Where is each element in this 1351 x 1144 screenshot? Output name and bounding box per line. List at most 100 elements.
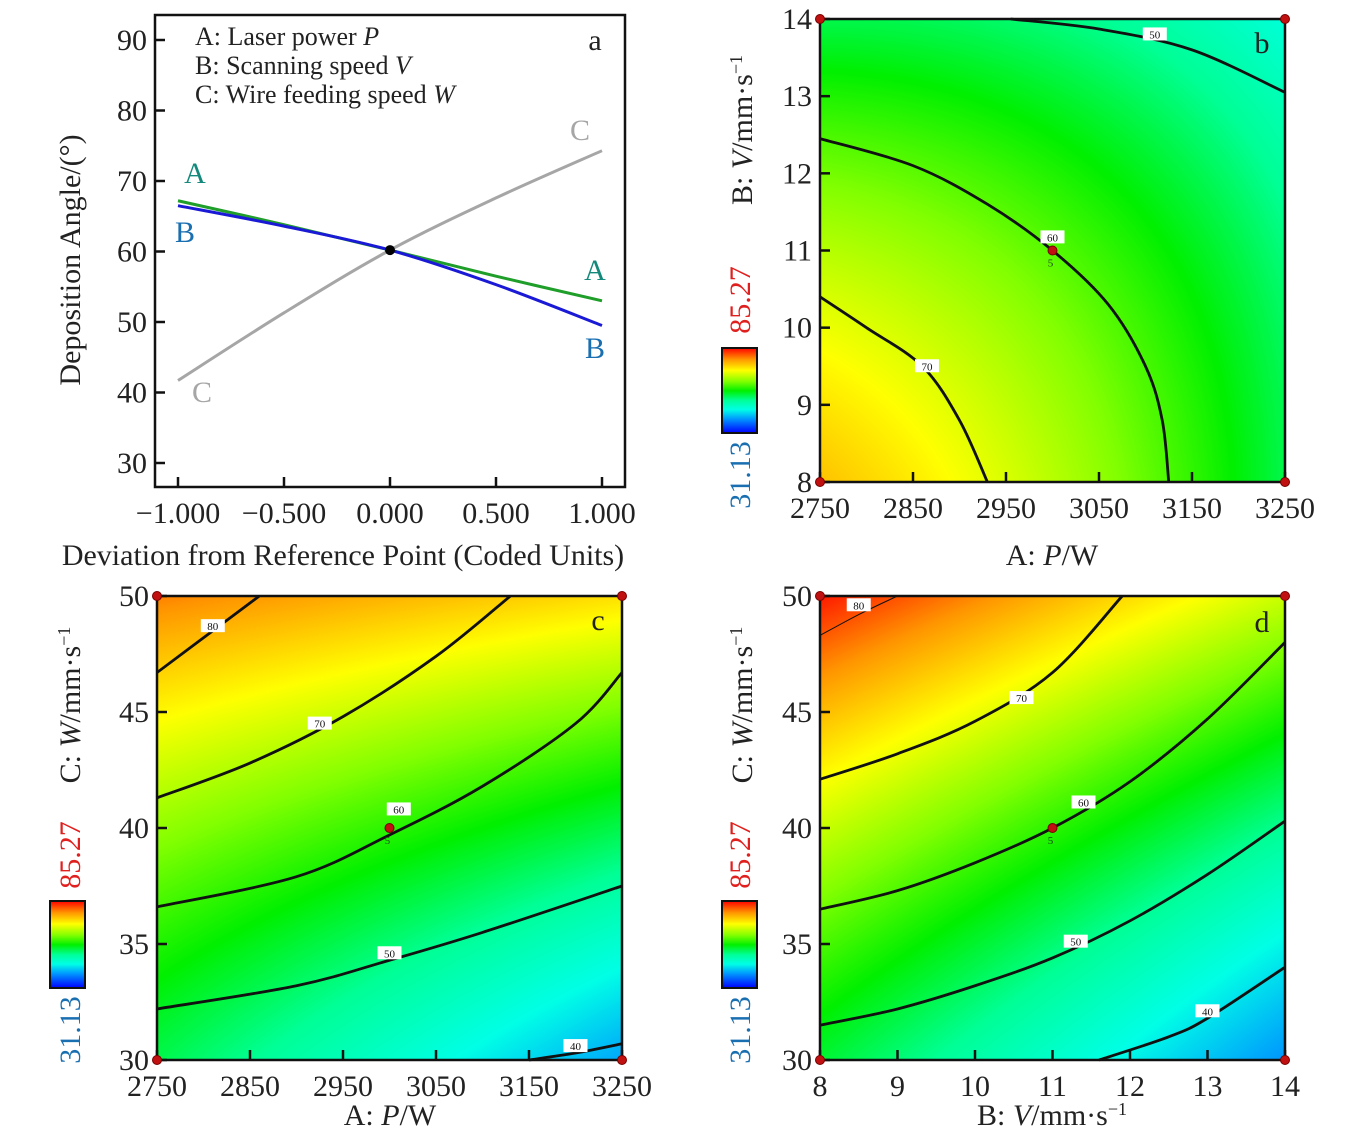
contour-label-50: 50 [384,948,396,960]
y-tick-label: 50 [117,306,147,339]
y-axis-title-prefix: B: [726,169,759,205]
design-point [617,1055,627,1065]
y-tick-label: 9 [797,389,812,422]
y-axis-title-variable: W [54,719,87,747]
x-tick-label: 2950 [976,492,1036,525]
y-tick-label: 30 [782,1044,812,1077]
x-tick-label: 1.000 [568,497,636,530]
contour-label-80: 80 [207,621,219,633]
legend-variable: W [433,80,457,109]
legend-entry: B: Scanning speed V [195,51,414,80]
colorbar-max-label: 85.27 [54,821,87,889]
legend-variable: V [395,51,414,80]
y-tick-label: 70 [117,165,147,198]
x-tick-label: 12 [1115,1070,1145,1103]
colorbar [49,900,86,989]
colorbar [721,347,758,434]
design-point [152,591,162,601]
x-tick-label: 14 [1270,1070,1300,1103]
y-axis-title-unit: /mm·s [726,74,759,151]
contour-label-box [377,946,402,960]
series-label-C: C [570,114,590,147]
contour-line-80 [819,595,898,636]
contour-label-40: 40 [1202,1006,1214,1018]
x-tick-label: 9 [890,1070,905,1103]
contour-line-40 [1098,966,1286,1062]
series-label-C: C [192,376,212,409]
contour-label-box [386,802,411,816]
contour-label-70: 70 [314,719,326,731]
y-axis-title-exponent: −1 [726,627,746,646]
panel-letter-d: d [1255,606,1270,639]
x-axis-title: B: V/mm·s−1 [977,1099,1127,1132]
colorbar [721,900,758,989]
design-point [1047,245,1058,256]
y-axis-title-exponent: −1 [54,627,74,646]
contour-label-50: 50 [1070,937,1082,949]
x-axis-title-prefix: B: [977,1099,1013,1132]
contour-line-70 [156,594,512,800]
legend-variable: P [362,22,379,51]
contour-label-box [1009,691,1034,705]
design-point [1280,477,1290,487]
y-axis-title-unit: /mm·s [54,646,87,723]
y-tick-label: 13 [782,80,812,113]
y-tick-label: 40 [782,812,812,845]
contour-label-box [846,598,871,612]
colorbar-min-label: 31.13 [724,996,757,1064]
series-line-C [177,149,603,382]
x-tick-label: −1.000 [136,497,220,530]
series-label-B: B [585,332,605,365]
y-tick-label: 14 [782,3,812,36]
x-tick-label: 10 [960,1070,990,1103]
x-tick-label: 3250 [592,1070,652,1103]
x-tick-label: 3150 [499,1070,559,1103]
design-point [1280,1055,1290,1065]
contour-line-60 [819,137,1171,483]
panel-d-contour-plot: 80 70 60 50 40 8 9 10 11 12 13 14 30 35 40 45 50 5 85.27 31… [721,580,1300,1132]
x-axis-title-variable: V [1013,1099,1035,1132]
y-axis-title: C: W/mm·s−1 [54,627,87,784]
contour-label-50: 50 [1149,29,1161,41]
x-axis-title-unit: /W [400,1099,437,1132]
contour-line-80 [156,594,261,674]
legend-text: C: Wire feeding speed [195,80,433,109]
center-point-count: 5 [385,835,391,847]
series-label-B: B [175,216,195,249]
contour-label-box [563,1039,588,1053]
x-axis-title-prefix: A: [344,1099,382,1132]
contour-label-box [1142,27,1167,41]
x-axis-title-prefix: A: [1006,539,1044,572]
series-label-A: A [584,254,606,287]
center-point-count: 5 [1048,258,1054,270]
panel-c-contour-plot: 80 70 60 50 40 2750 2850 2950 3050 3150 3250 30 35 40… [49,580,652,1132]
y-tick-label: 40 [119,812,149,845]
design-point [152,1055,162,1065]
y-tick-label: 80 [117,95,147,128]
panel-letter-a: a [588,24,601,57]
design-point [617,591,627,601]
contour-line-50 [819,819,1286,1027]
contour-line-40 [528,1042,623,1062]
y-axis-title-variable: W [726,719,759,747]
y-axis-title-variable: V [726,147,759,169]
series-label-A: A [184,157,206,190]
contour-label-box [1063,934,1088,948]
design-point [815,1055,825,1065]
y-axis-title: Deposition Angle/(°) [54,134,87,385]
x-tick-label: 2850 [883,492,943,525]
panel-a-perturbation-plot: −1.000 −0.500 0.000 0.500 1.000 30 40 50 60 70 80 9… [54,13,636,572]
y-tick-label: 35 [782,928,812,961]
panel-letter-c: c [591,604,604,637]
contour-line-50 [156,884,623,1011]
x-axis-title: A: P/W [344,1099,437,1132]
contour-label-80: 80 [853,600,865,612]
y-tick-label: 30 [117,447,147,480]
x-axis-title: A: P/W [1006,539,1099,572]
legend-text: B: Scanning speed [195,51,395,80]
design-point [1280,591,1290,601]
x-tick-label: 3150 [1162,492,1222,525]
legend-entry: A: Laser power P [195,22,379,51]
